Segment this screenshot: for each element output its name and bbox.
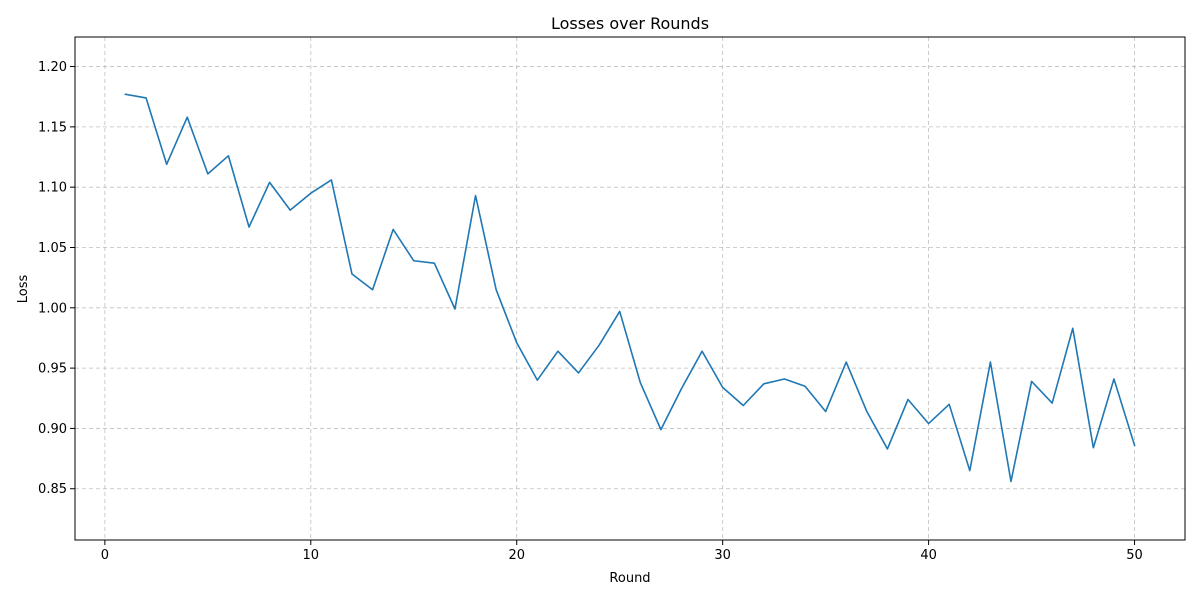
grid-layer	[75, 37, 1185, 540]
loss-series-line	[124, 93, 1136, 483]
series-layer	[124, 93, 1136, 483]
y-tick-label: 0.95	[38, 362, 67, 377]
y-tick-label: 1.05	[38, 241, 67, 256]
y-tick-label: 0.90	[38, 422, 67, 437]
y-tick-label: 1.00	[38, 301, 67, 316]
y-axis-label: Loss	[16, 275, 31, 304]
x-tick-label: 50	[1126, 548, 1143, 563]
x-tick-label: 30	[714, 548, 731, 563]
y-tick-label: 1.20	[38, 60, 67, 75]
x-tick-label: 10	[303, 548, 320, 563]
plot-frame	[74, 36, 1186, 541]
y-tick-label: 0.85	[38, 482, 67, 497]
y-tick-label: 1.10	[38, 181, 67, 196]
x-tick-label: 40	[920, 548, 937, 563]
x-tick-label: 20	[508, 548, 525, 563]
x-axis-label: Round	[609, 571, 650, 586]
chart-title: Losses over Rounds	[551, 14, 709, 33]
tick-layer: 0 10 20 30 40 50 0.85 0.90 0.95 1.00 1.05 1.10 1.15 1…	[38, 60, 1143, 563]
y-tick-label: 1.15	[38, 120, 67, 135]
x-tick-label: 0	[101, 548, 109, 563]
